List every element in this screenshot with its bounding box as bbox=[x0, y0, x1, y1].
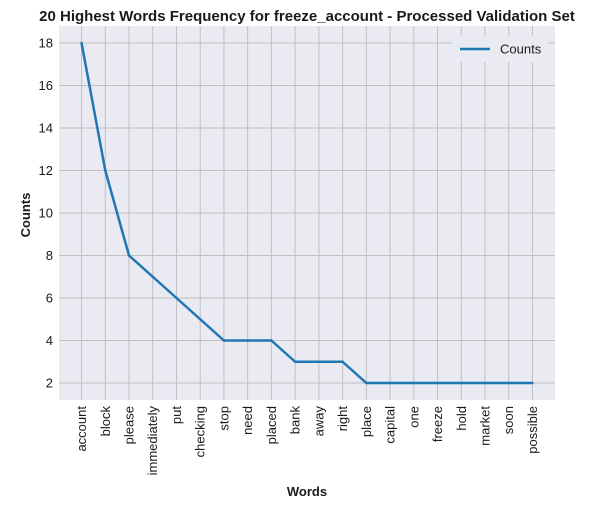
series-line-counts bbox=[80, 42, 533, 385]
y-tick-label: 6 bbox=[46, 291, 53, 306]
grid bbox=[59, 26, 555, 400]
data-point bbox=[412, 381, 415, 385]
legend: Counts bbox=[452, 36, 548, 62]
x-tick-label: possible bbox=[525, 406, 540, 454]
data-point bbox=[436, 381, 439, 385]
data-point bbox=[460, 381, 463, 385]
data-point bbox=[127, 254, 131, 257]
x-tick-label: right bbox=[335, 406, 350, 432]
x-tick-label: one bbox=[406, 406, 421, 428]
y-tick-label: 2 bbox=[46, 376, 53, 391]
x-tick-label: away bbox=[311, 406, 326, 437]
data-point bbox=[151, 275, 154, 278]
data-point bbox=[341, 360, 344, 363]
x-tick-label: stop bbox=[216, 406, 231, 431]
x-tick-label: hold bbox=[454, 406, 469, 431]
x-tick-label: bank bbox=[288, 406, 303, 435]
y-tick-label: 12 bbox=[39, 163, 53, 178]
data-point bbox=[80, 41, 83, 45]
data-point bbox=[507, 381, 510, 385]
data-point bbox=[483, 381, 487, 385]
axes: 2 4 6 8 10 12 14 16 18 account block please immediat… bbox=[39, 36, 540, 476]
x-tick-label: need bbox=[240, 406, 255, 435]
x-tick-label: place bbox=[359, 406, 374, 437]
data-point bbox=[175, 296, 178, 300]
data-point bbox=[199, 318, 202, 321]
x-tick-label: capital bbox=[383, 406, 398, 444]
data-point bbox=[104, 169, 107, 172]
y-tick-label: 10 bbox=[39, 206, 53, 221]
x-tick-label: account bbox=[74, 406, 89, 452]
legend-label: Counts bbox=[500, 42, 542, 57]
data-point bbox=[531, 381, 534, 385]
data-point bbox=[246, 339, 249, 342]
y-tick-label: 4 bbox=[46, 333, 53, 348]
y-axis-label: Counts bbox=[18, 193, 33, 238]
data-point bbox=[222, 339, 226, 342]
x-tick-label: put bbox=[169, 406, 184, 424]
data-point bbox=[365, 381, 368, 385]
x-tick-label: placed bbox=[264, 406, 279, 444]
x-tick-label: block bbox=[98, 406, 113, 437]
x-axis-label: Words bbox=[287, 484, 327, 499]
data-point bbox=[270, 339, 273, 342]
x-tick-label: please bbox=[122, 406, 137, 444]
y-tick-label: 14 bbox=[39, 121, 53, 136]
x-tick-label: checking bbox=[193, 406, 208, 457]
chart-title: 20 Highest Words Frequency for freeze_ac… bbox=[39, 8, 575, 25]
series-layer bbox=[80, 41, 534, 385]
y-tick-label: 18 bbox=[39, 36, 53, 51]
x-tick-label: freeze bbox=[430, 406, 445, 442]
y-tick-label: 16 bbox=[39, 78, 53, 93]
data-point bbox=[317, 360, 321, 363]
data-point bbox=[388, 381, 392, 385]
y-tick-label: 8 bbox=[46, 248, 53, 263]
x-tick-label: immediately bbox=[145, 406, 160, 476]
x-tick-label: soon bbox=[501, 406, 516, 434]
x-tick-label: market bbox=[477, 406, 492, 446]
data-point bbox=[293, 360, 297, 363]
